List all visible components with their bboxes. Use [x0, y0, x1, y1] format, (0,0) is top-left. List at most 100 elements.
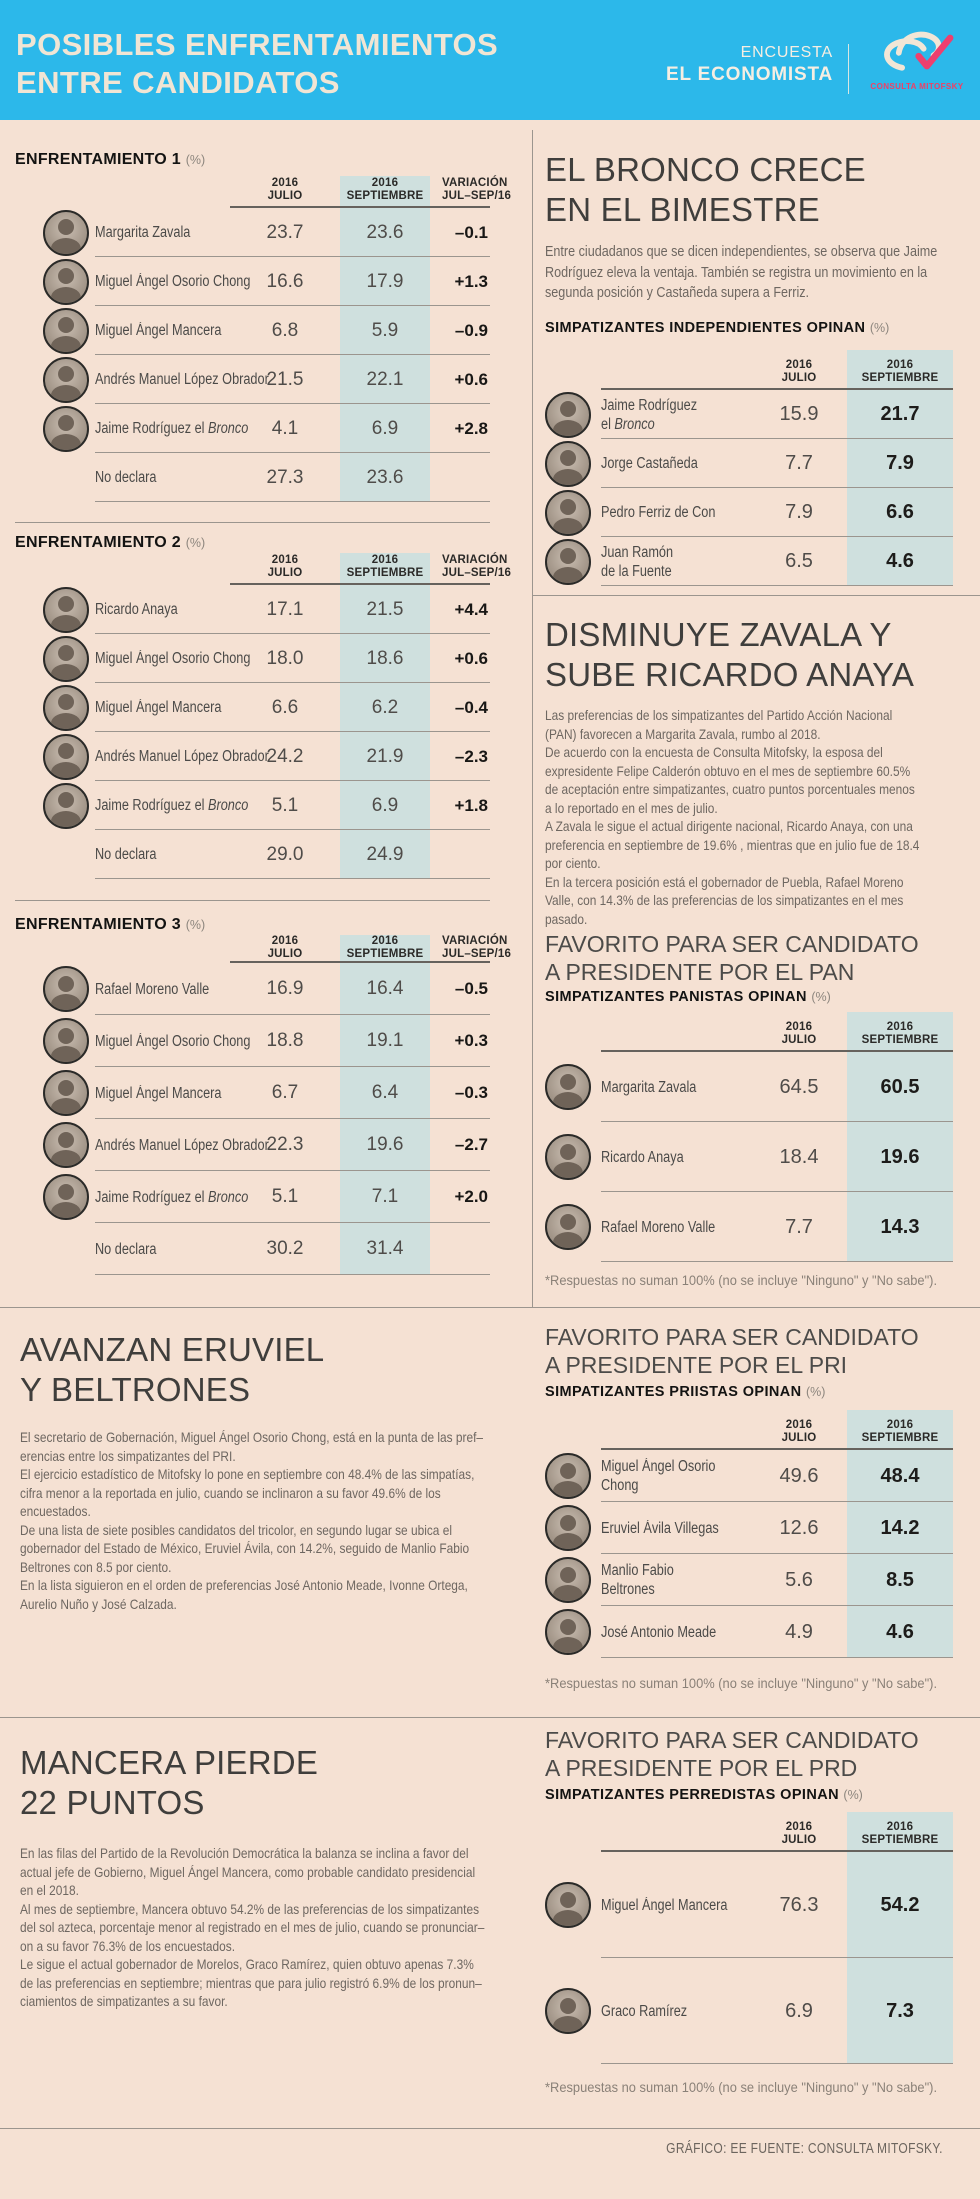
- candidate-name: No declara: [95, 1240, 157, 1258]
- table-body: Margarita Zavala 23.7 23.6 –0.1 Miguel Ángel…: [15, 208, 490, 502]
- brand-encuesta: ENCUESTA: [740, 44, 833, 61]
- column-header-septiembre: 2016 SEPTIEMBRE: [847, 1012, 953, 1052]
- candidate-photo: [43, 307, 89, 354]
- candidate-photo: [43, 966, 89, 1012]
- candidate-name: Andrés Manuel López Obrador: [95, 748, 269, 765]
- table-row: Manlio Fabio Beltrones 5.6 8.5: [541, 1554, 953, 1606]
- value-septiembre: 18.6: [366, 647, 404, 669]
- column-headers: 2016 JULIO 2016 SEPTIEMBRE: [541, 350, 953, 390]
- value-julio: 5.6: [785, 1568, 813, 1591]
- table-row: No declara 27.3 23.6: [15, 453, 490, 502]
- table-row: Jaime Rodríguez el Bronco 15.9 21.7: [541, 390, 953, 439]
- zavala-heading: DISMINUYE ZAVALA Y SUBE RICARDO ANAYA: [545, 616, 915, 693]
- table-row: Margarita Zavala 23.7 23.6 –0.1: [15, 208, 490, 257]
- value-julio: 6.7: [271, 1082, 299, 1103]
- candidate-photo: [43, 405, 89, 452]
- candidate-name: Miguel Ángel Mancera: [95, 1084, 222, 1102]
- eruviel-heading: AVANZAN ERUVIEL Y BELTRONES: [20, 1331, 325, 1408]
- table-row: Jorge Castañeda 7.7 7.9: [541, 439, 953, 488]
- table-row: Miguel Ángel Osorio Chong 18.8 19.1 +0.3: [15, 1015, 490, 1067]
- value-variacion: –0.3: [454, 1083, 488, 1102]
- table-body: Ricardo Anaya 17.1 21.5 +4.4 Miguel Ángel Os…: [15, 585, 490, 879]
- column-header-septiembre: 2016 SEPTIEMBRE: [847, 1812, 953, 1852]
- candidate-photo: [545, 1453, 591, 1499]
- column-header-septiembre: 2016 SEPTIEMBRE: [340, 176, 430, 208]
- value-septiembre: 7.3: [886, 1999, 914, 2022]
- candidate-photo: [43, 1018, 89, 1064]
- value-julio: 4.1: [271, 417, 299, 439]
- value-julio: 7.9: [785, 501, 813, 523]
- candidate-photo: [43, 586, 89, 633]
- table-title: ENFRENTAMIENTO 3 (%): [15, 915, 490, 935]
- table-row: Miguel Ángel Osorio Chong 16.6 17.9 +1.3: [15, 257, 490, 306]
- column-headers: 2016 JULIO 2016 SEPTIEMBRE: [541, 1410, 953, 1450]
- value-julio: 30.2: [266, 1238, 304, 1259]
- table-body: Miguel Ángel Osorio Chong 49.6 48.4 Eruviel…: [541, 1450, 953, 1658]
- table-row: No declara 29.0 24.9: [15, 830, 490, 879]
- column-header-variacion: VARIACIÓN JUL–SEP/16: [442, 177, 512, 202]
- candidate-photo: [43, 356, 89, 403]
- value-septiembre: 6.4: [371, 1082, 399, 1103]
- table-row: Miguel Ángel Mancera 6.6 6.2 –0.4: [15, 683, 490, 732]
- value-septiembre: 6.9: [371, 417, 399, 439]
- candidate-name: Miguel Ángel Osorio Chong: [601, 1458, 716, 1494]
- column-headers: 2016 JULIO 2016 SEPTIEMBRE: [541, 1812, 953, 1852]
- table-body: Jaime Rodríguez el Bronco 15.9 21.7 Jorge C…: [541, 390, 953, 586]
- candidate-name: Rafael Moreno Valle: [601, 1218, 716, 1236]
- page-title: POSIBLES ENFRENTAMIENTOS ENTRE CANDIDATO…: [16, 26, 498, 102]
- column-header-septiembre: 2016 SEPTIEMBRE: [847, 350, 953, 390]
- percent-label: (%): [185, 536, 206, 550]
- candidate-name: Jaime Rodríguez el Bronco: [95, 1188, 249, 1206]
- table-row: Rafael Moreno Valle 16.9 16.4 –0.5: [15, 963, 490, 1015]
- candidate-name: Miguel Ángel Osorio Chong: [95, 273, 251, 290]
- candidate-photo: [545, 489, 591, 536]
- value-variacion: +1.8: [454, 795, 488, 815]
- column-headers: 2016 JULIO 2016 SEPTIEMBRE VARIACIÓN JUL–SE…: [15, 935, 511, 966]
- table-row: José Antonio Meade 4.9 4.6: [541, 1606, 953, 1658]
- table-row: Andrés Manuel López Obrador 21.5 22.1 +0.6: [15, 355, 490, 404]
- table-row: Graco Ramírez 6.9 7.3: [541, 1958, 953, 2064]
- table-title-text: ENFRENTAMIENTO 1: [15, 151, 181, 168]
- value-julio: 23.7: [266, 221, 304, 243]
- independents-table: 2016 JULIO 2016 SEPTIEMBRE Jaime Rodríguez…: [541, 350, 953, 586]
- logo-text: CONSULTA MITOFSKY: [870, 82, 964, 91]
- table-row: Jaime Rodríguez el Bronco 5.1 7.1 +2.0: [15, 1171, 490, 1223]
- table-title-text: ENFRENTAMIENTO 2: [15, 534, 181, 551]
- candidate-photo: [545, 391, 591, 438]
- candidate-photo: [43, 1070, 89, 1116]
- page-title-line1: POSIBLES ENFRENTAMIENTOS: [16, 27, 499, 62]
- candidate-photo: [43, 1122, 89, 1168]
- value-variacion: –0.4: [454, 697, 488, 717]
- table-row: Miguel Ángel Mancera 6.8 5.9 –0.9: [15, 306, 490, 355]
- table-row: Andrés Manuel López Obrador 24.2 21.9 –2.3: [15, 732, 490, 781]
- prd-subheading: FAVORITO PARA SER CANDIDATO A PRESIDENTE…: [545, 1727, 919, 1781]
- value-septiembre: 23.6: [366, 221, 404, 243]
- value-julio: 15.9: [779, 403, 819, 425]
- table-title: ENFRENTAMIENTO 2 (%): [15, 533, 490, 553]
- pri-table-title: SIMPATIZANTES PRIISTAS OPINAN (%): [545, 1384, 826, 1400]
- candidate-name: Eruviel Ávila Villegas: [601, 1519, 719, 1537]
- column-header-septiembre: 2016 SEPTIEMBRE: [340, 553, 430, 585]
- value-septiembre: 54.2: [880, 1893, 920, 1916]
- divider-line: [532, 595, 980, 596]
- mancera-body-text: En las filas del Partido de la Revolució…: [20, 1845, 485, 2009]
- value-julio: 6.8: [271, 319, 299, 341]
- value-septiembre: 21.7: [880, 403, 920, 425]
- value-septiembre: 5.9: [371, 319, 399, 341]
- candidate-name: Jaime Rodríguez el Bronco: [95, 420, 249, 437]
- footer-divider-line: [0, 2128, 980, 2129]
- candidate-name: Pedro Ferriz de Con: [601, 504, 716, 521]
- header-band: POSIBLES ENFRENTAMIENTOS ENTRE CANDIDATO…: [0, 0, 980, 120]
- candidate-photo: [545, 1064, 591, 1110]
- enfrentamiento-1-table: ENFRENTAMIENTO 1 (%) 2016 JULIO 2016 SEPTI…: [15, 144, 512, 502]
- value-septiembre: 4.6: [886, 550, 914, 572]
- table-row: No declara 30.2 31.4: [15, 1223, 490, 1275]
- table-row: Margarita Zavala 64.5 60.5: [541, 1052, 953, 1122]
- candidate-name: Ricardo Anaya: [95, 601, 178, 618]
- candidate-name: Miguel Ángel Mancera: [95, 322, 222, 339]
- column-divider-line: [532, 130, 533, 1307]
- candidate-name: No declara: [95, 469, 157, 486]
- candidate-photo: [545, 1134, 591, 1180]
- candidate-photo: [43, 782, 89, 829]
- table-row: Miguel Ángel Osorio Chong 49.6 48.4: [541, 1450, 953, 1502]
